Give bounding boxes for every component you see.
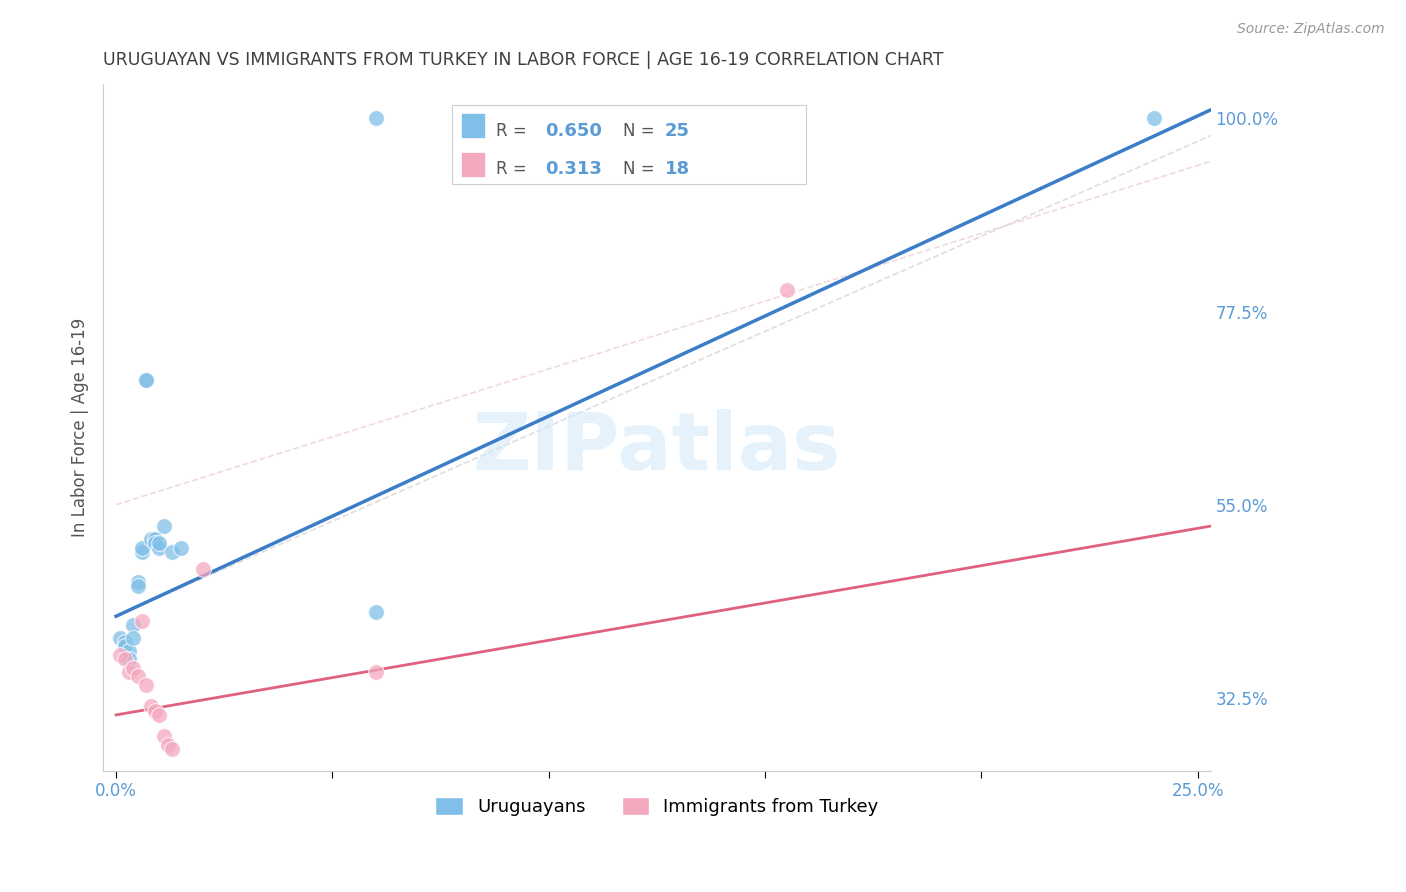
Text: R =: R = <box>496 161 527 178</box>
Text: R =: R = <box>496 122 527 140</box>
Point <box>131 614 153 628</box>
Point <box>148 536 170 550</box>
Point <box>1143 112 1166 126</box>
Point <box>118 643 141 657</box>
Legend: Uruguayans, Immigrants from Turkey: Uruguayans, Immigrants from Turkey <box>429 789 886 823</box>
Point <box>114 639 136 653</box>
Point <box>157 738 180 752</box>
Point <box>110 631 132 645</box>
Point <box>122 631 145 645</box>
Point <box>131 541 153 555</box>
Point <box>170 541 193 555</box>
Text: 0.313: 0.313 <box>546 161 602 178</box>
Point <box>114 635 136 649</box>
Point <box>139 532 162 546</box>
Point <box>174 776 197 790</box>
Y-axis label: In Labor Force | Age 16-19: In Labor Force | Age 16-19 <box>72 318 89 537</box>
Point <box>122 661 145 675</box>
Point <box>162 742 184 756</box>
Text: 0.650: 0.650 <box>546 122 602 140</box>
Text: 25: 25 <box>665 122 690 140</box>
Point <box>131 545 153 559</box>
Point <box>143 704 166 718</box>
Point <box>143 532 166 546</box>
Text: URUGUAYAN VS IMMIGRANTS FROM TURKEY IN LABOR FORCE | AGE 16-19 CORRELATION CHART: URUGUAYAN VS IMMIGRANTS FROM TURKEY IN L… <box>103 51 943 69</box>
Point <box>191 562 214 576</box>
Point <box>114 652 136 666</box>
Text: 18: 18 <box>665 161 690 178</box>
Point <box>143 536 166 550</box>
Point <box>139 699 162 714</box>
Point <box>118 665 141 679</box>
Point <box>110 648 132 662</box>
Point <box>152 519 174 533</box>
Bar <box>451 104 807 184</box>
Text: ZIPatlas: ZIPatlas <box>472 409 841 487</box>
Point <box>127 574 149 589</box>
Point <box>364 112 387 126</box>
Point <box>166 776 188 790</box>
Bar <box>461 113 485 138</box>
Point <box>122 617 145 632</box>
Point <box>135 373 157 387</box>
Point <box>135 373 157 387</box>
Point <box>135 678 157 692</box>
Text: Source: ZipAtlas.com: Source: ZipAtlas.com <box>1237 22 1385 37</box>
Text: N =: N = <box>623 161 654 178</box>
Bar <box>461 152 485 177</box>
Point <box>776 283 799 297</box>
Point <box>148 707 170 722</box>
Point <box>364 605 387 619</box>
Point <box>162 545 184 559</box>
Point <box>364 665 387 679</box>
Point <box>148 541 170 555</box>
Point <box>152 730 174 744</box>
Text: N =: N = <box>623 122 654 140</box>
Point <box>118 652 141 666</box>
Point <box>127 669 149 683</box>
Point <box>127 579 149 593</box>
